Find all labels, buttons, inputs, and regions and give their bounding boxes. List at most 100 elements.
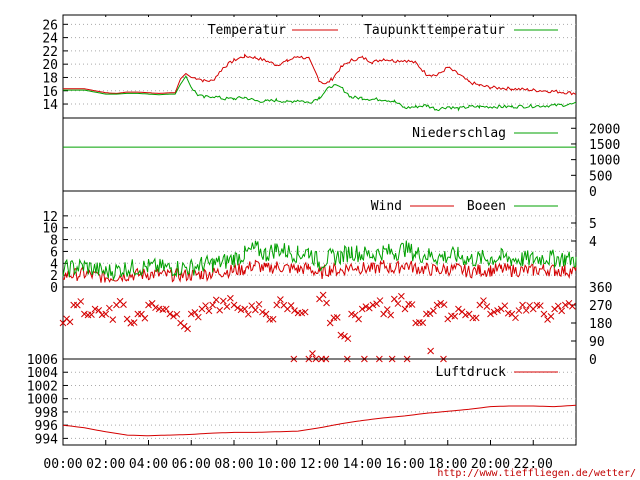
direction-point: [387, 311, 395, 319]
direction-point: [173, 310, 181, 318]
direction-point: [180, 322, 188, 330]
x-tick-label: 16:00: [385, 457, 424, 472]
direction-point: [487, 310, 494, 318]
direction-point: [401, 305, 409, 313]
direction-point: [187, 310, 195, 318]
x-tick-label: 14:00: [343, 457, 382, 472]
x-tick-label: 22:00: [514, 457, 553, 472]
direction-point: [519, 301, 526, 309]
direction-point: [66, 318, 74, 326]
direction-point: [326, 319, 334, 327]
direction-point: [223, 303, 231, 311]
direction-point: [95, 307, 103, 314]
direction-point: [376, 297, 384, 304]
direction-point: [252, 306, 259, 314]
direction-point: [227, 294, 234, 302]
y-tick-right-label-direction: 270: [589, 299, 612, 314]
direction-point: [427, 347, 435, 355]
series-line-luftdruck: [62, 404, 577, 437]
y-tick-right-label-rain: 2000: [589, 122, 620, 137]
direction-point: [170, 312, 177, 320]
direction-point: [515, 307, 523, 314]
y-tick-label-temp: 24: [42, 32, 58, 47]
legend-label-luftdruck: Luftdruck: [436, 365, 507, 380]
series-line-taupunkttemperatur: [63, 74, 577, 112]
direction-point: [130, 319, 138, 326]
direction-point: [138, 310, 145, 318]
y-tick-label-wind: 8: [50, 234, 58, 249]
y-tick-right-label-direction: 0: [589, 353, 597, 368]
direction-point: [430, 307, 437, 315]
direction-point: [394, 300, 402, 307]
direction-point: [362, 303, 370, 310]
direction-point: [291, 307, 298, 315]
direction-point: [522, 307, 530, 314]
direction-point: [209, 301, 216, 309]
y-tick-label-temp: 20: [42, 58, 58, 73]
direction-point: [476, 301, 484, 309]
x-tick-label: 10:00: [257, 457, 296, 472]
direction-point: [184, 325, 191, 333]
direction-point: [383, 306, 391, 313]
direction-point: [512, 314, 519, 322]
x-tick-label: 20:00: [471, 457, 510, 472]
direction-point: [547, 313, 555, 320]
direction-point: [480, 297, 487, 304]
direction-point: [390, 295, 398, 303]
y-tick-right-label-direction: 90: [589, 335, 605, 350]
legend-label-temperatur: Temperatur: [208, 23, 286, 38]
y-tick-right-label-wind: 5: [589, 217, 597, 232]
footer-url: http://www.tieffliegen.de/wetter/: [437, 468, 636, 479]
direction-point: [355, 315, 362, 323]
direction-point: [102, 310, 110, 318]
direction-point: [287, 302, 295, 309]
direction-point: [554, 302, 562, 310]
direction-point: [205, 307, 213, 315]
direction-point: [109, 316, 117, 323]
direction-point: [244, 310, 252, 318]
direction-point: [490, 308, 498, 316]
y-tick-right-label-rain: 1000: [589, 154, 620, 169]
y-tick-label-wind: 2: [50, 269, 58, 284]
direction-point: [323, 299, 330, 307]
y-tick-label-temp: 14: [42, 98, 58, 113]
legend-label-taupunkttemperatur: Taupunkttemperatur: [364, 23, 505, 38]
direction-point: [277, 296, 284, 303]
y-tick-right-label-wind: 4: [589, 235, 597, 250]
direction-point: [483, 303, 491, 310]
legend-label-niederschlag: Niederschlag: [412, 126, 506, 141]
direction-point: [269, 315, 277, 323]
y-tick-label-wind: 4: [50, 257, 58, 272]
x-tick-label: 00:00: [43, 457, 82, 472]
direction-point: [120, 301, 127, 308]
direction-point: [273, 301, 281, 309]
direction-point: [337, 331, 345, 339]
y-tick-right-label-rain: 0: [589, 185, 597, 200]
y-tick-right-label-direction: 360: [589, 281, 612, 296]
direction-point: [408, 301, 416, 308]
direction-point: [419, 319, 427, 327]
y-tick-label-pressure: 1000: [27, 393, 58, 408]
direction-point: [358, 305, 366, 313]
direction-point: [455, 305, 462, 313]
direction-point: [255, 300, 263, 308]
direction-point: [262, 310, 270, 318]
direction-point: [451, 312, 459, 320]
direction-point: [472, 314, 480, 322]
direction-point: [148, 300, 156, 307]
y-tick-label-temp: 16: [42, 85, 58, 100]
direction-point: [569, 302, 576, 310]
direction-point: [540, 310, 548, 318]
y-tick-label-wind: 10: [42, 222, 58, 237]
direction-point: [501, 302, 509, 310]
y-tick-label-pressure: 998: [35, 406, 58, 421]
y-tick-label-pressure: 1002: [27, 379, 58, 394]
y-tick-right-label-rain: 500: [589, 169, 612, 184]
direction-point: [152, 304, 159, 312]
direction-point: [241, 305, 249, 313]
y-tick-label-temp: 22: [42, 45, 58, 60]
y-tick-right-label-direction: 180: [589, 317, 612, 332]
direction-point: [344, 335, 352, 343]
direction-point: [309, 350, 316, 357]
